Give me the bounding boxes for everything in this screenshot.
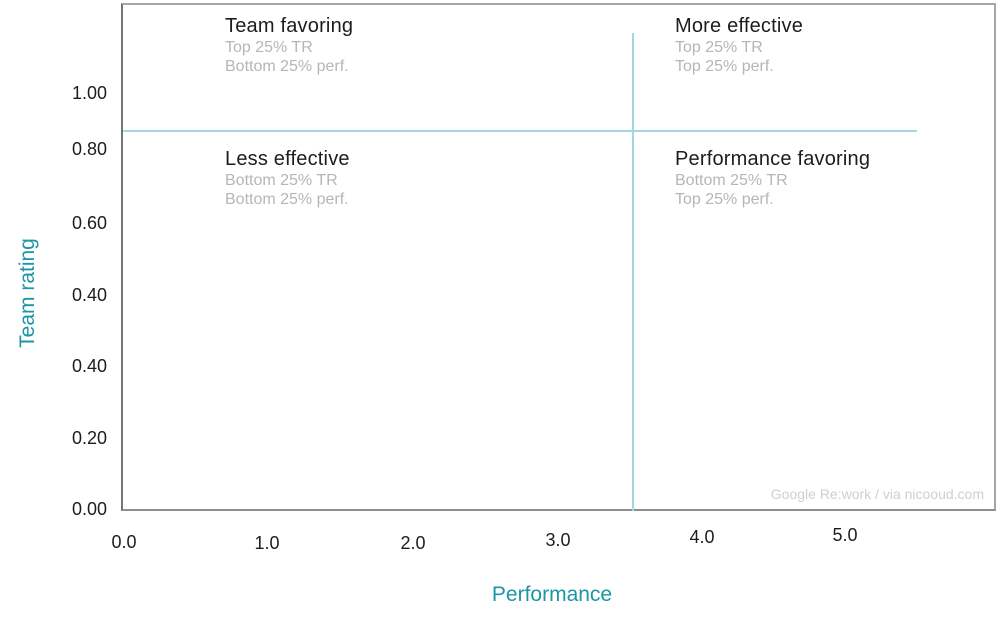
plot-area bbox=[121, 3, 996, 511]
quadrant-label-less-effective: Less effective Bottom 25% TR Bottom 25% … bbox=[225, 147, 350, 209]
quadrant-subtitle: Top 25% perf. bbox=[675, 58, 774, 75]
x-axis-title: Performance bbox=[491, 583, 613, 606]
quadrant-subtitle: Bottom 25% TR bbox=[675, 172, 788, 189]
x-tick-label: 3.0 bbox=[545, 530, 571, 550]
quadrant-subtitle: Top 25% TR bbox=[675, 39, 763, 56]
x-tick-label: 1.0 bbox=[254, 533, 280, 553]
quadrant-title: Performance favoring bbox=[675, 148, 871, 170]
quadrant-label-more-effective: More effective Top 25% TR Top 25% perf. bbox=[675, 14, 803, 76]
quadrant-title: More effective bbox=[675, 15, 804, 37]
y-tick-label: 0.00 bbox=[71, 499, 107, 519]
quadrant-title: Team favoring bbox=[225, 15, 354, 37]
quadrant-subtitle: Bottom 25% TR bbox=[225, 172, 338, 189]
vertical-divider-line bbox=[632, 33, 634, 511]
y-tick-label: 0.40 bbox=[71, 356, 107, 376]
quadrant-subtitle: Top 25% perf. bbox=[675, 191, 774, 208]
x-tick-label: 5.0 bbox=[832, 525, 858, 545]
quadrant-label-team-favoring: Team favoring Top 25% TR Bottom 25% perf… bbox=[225, 14, 353, 76]
quadrant-subtitle: Top 25% TR bbox=[225, 39, 313, 56]
y-tick-label: 1.00 bbox=[71, 83, 107, 103]
quadrant-subtitle: Bottom 25% perf. bbox=[225, 58, 349, 75]
quadrant-label-performance-favoring: Performance favoring Bottom 25% TR Top 2… bbox=[675, 147, 870, 209]
watermark-credit: Google Re:work / via nicooud.com bbox=[770, 486, 984, 502]
y-tick-label: 0.80 bbox=[71, 139, 107, 159]
quadrant-subtitle: Bottom 25% perf. bbox=[225, 191, 349, 208]
horizontal-divider-line bbox=[123, 130, 917, 132]
y-tick-label: 0.60 bbox=[71, 213, 107, 233]
y-tick-label: 0.40 bbox=[71, 285, 107, 305]
y-tick-label: 0.20 bbox=[71, 428, 107, 448]
x-tick-label: 0.0 bbox=[111, 532, 137, 552]
x-tick-label: 4.0 bbox=[689, 527, 715, 547]
y-axis-title: Team rating bbox=[16, 238, 39, 348]
quadrant-title: Less effective bbox=[225, 148, 350, 170]
x-tick-label: 2.0 bbox=[400, 533, 426, 553]
